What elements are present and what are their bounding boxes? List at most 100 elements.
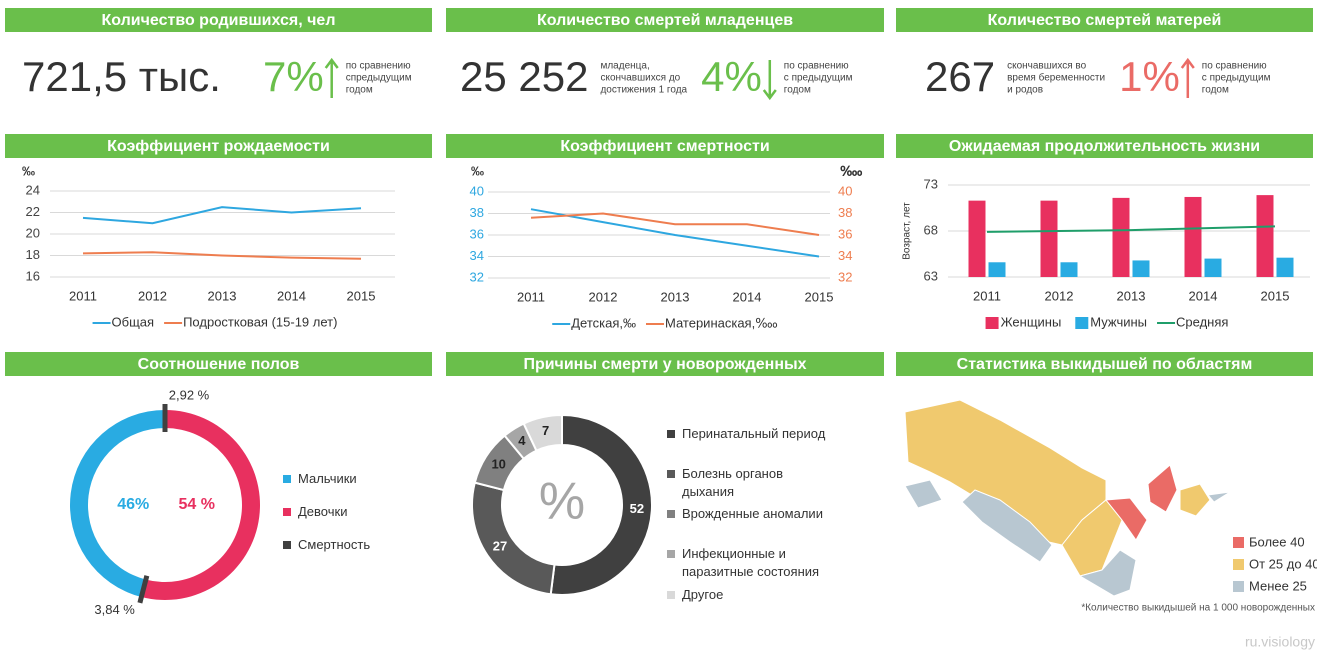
y-tick-label: 73 [924, 176, 938, 191]
kpi-value: 25 252 [460, 53, 588, 100]
kpi-note: спредыдущим [346, 73, 412, 84]
panel-title: Статистика выкидышей по областям [957, 356, 1253, 373]
x-tick-label: 2015 [805, 289, 834, 304]
legend-label: Врожденные аномалии [682, 506, 823, 521]
x-tick-label: 2011 [69, 288, 97, 303]
panel-header [5, 8, 432, 32]
bar [1132, 260, 1150, 277]
panel-title: Коэффициент рождаемости [107, 138, 330, 155]
x-tick-label: 2015 [1261, 288, 1290, 303]
panel-header [446, 8, 884, 32]
panel-header [5, 134, 432, 158]
y2-unit: ‱ [840, 163, 863, 178]
y2-tick-label: 40 [838, 183, 852, 198]
panel-header [896, 8, 1313, 32]
legend-item: Смертность [283, 536, 433, 554]
y-tick-label: 32 [470, 269, 484, 284]
line-series [530, 208, 820, 258]
kpi-description: скончавшихся во [1007, 61, 1087, 72]
y-unit: ‰ [471, 163, 484, 178]
kpi-note: годом [784, 85, 811, 96]
panel-header [5, 352, 432, 376]
bar [1204, 258, 1222, 277]
line-series [530, 212, 820, 236]
legend-swatch [667, 550, 675, 558]
slice-label: 46% [117, 496, 149, 513]
y-tick-label: 40 [470, 183, 484, 198]
bar [968, 200, 986, 277]
slice-label: 54 % [179, 496, 215, 513]
legend-item: Врожденные аномалии [667, 505, 827, 523]
kpi-arrow-head [324, 57, 339, 69]
legend-label: Женщины [1001, 314, 1062, 329]
kpi-note: по сравнению [784, 61, 849, 72]
x-tick-label: 2012 [138, 288, 167, 303]
panel-header [446, 134, 884, 158]
y-axis-label: Возраст, лет [902, 202, 913, 260]
y-tick-label: 68 [924, 222, 938, 237]
panel-title: Количество смертей младенцев [537, 12, 793, 29]
y-tick-label: 24 [26, 182, 40, 197]
center-label: % [539, 473, 585, 531]
panel-title: Коэффициент смертности [560, 138, 769, 155]
kpi-note: годом [346, 85, 373, 96]
kpi-value: 267 [925, 53, 995, 100]
legend-label: Детская,‰ [571, 315, 636, 330]
legend-label: Другое [682, 587, 724, 602]
bar [1060, 262, 1078, 277]
legend-swatch [1233, 559, 1244, 570]
legend-label: Мужчины [1090, 314, 1147, 329]
y-tick-label: 22 [26, 204, 40, 219]
kpi-note: с предыдущим [784, 73, 853, 84]
legend-swatch [1233, 537, 1244, 548]
legend-item: Девочки [283, 503, 433, 521]
kpi-description: скончавшихся до [600, 73, 680, 84]
map-region [1207, 491, 1231, 503]
line-series [82, 251, 362, 260]
legend-swatch [283, 508, 291, 516]
kpi-description: достижения 1 года [600, 85, 687, 96]
bar [1112, 197, 1130, 277]
y-tick-label: 16 [26, 268, 40, 283]
x-tick-label: 2015 [347, 288, 376, 303]
kpi-change: 1% [1119, 53, 1180, 100]
kpi-description: время беременности [1007, 72, 1105, 84]
kpi-change: 7% [263, 53, 324, 100]
legend-label: Перинатальный период [682, 426, 826, 441]
bar [1040, 200, 1058, 277]
legend-label: Болезнь органов дыхания [682, 466, 783, 499]
panel-header [896, 352, 1313, 376]
legend-swatch [1075, 317, 1089, 329]
slice-label: 52 [630, 501, 644, 516]
x-tick-label: 2011 [973, 288, 1001, 303]
panel-title: Ожидаемая продолжительность жизни [949, 138, 1260, 155]
line-series [82, 206, 362, 225]
legend-swatch [667, 470, 675, 478]
y-tick-label: 20 [26, 225, 40, 240]
legend-item: Другое [667, 586, 827, 604]
map-note: *Количество выкидышей на 1 000 новорожде… [1081, 603, 1315, 614]
kpi-note: с предыдущим [1202, 73, 1271, 84]
legend-swatch [667, 510, 675, 518]
map-region [904, 479, 943, 509]
legend-swatch [283, 475, 291, 483]
pie-slice [522, 413, 563, 453]
legend-item: Инфекционные и паразитные состояния [667, 545, 827, 581]
marker-label: 2,92 % [169, 387, 210, 402]
legend-label: Девочки [298, 504, 348, 519]
legend-item: Мальчики [283, 470, 433, 488]
legend-swatch [1233, 581, 1244, 592]
kpi-change: 4% [701, 53, 762, 100]
legend-label: Более 40 [1249, 534, 1305, 549]
legend-label: Мальчики [298, 471, 357, 486]
slice-label: 27 [493, 539, 507, 554]
kpi-description: и родов [1007, 85, 1043, 96]
kpi-note: по сравнению [346, 61, 411, 72]
y2-tick-label: 34 [838, 248, 852, 263]
map-region [1078, 549, 1137, 597]
legend-label: От 25 до 40 [1249, 556, 1317, 571]
y2-tick-label: 32 [838, 269, 852, 284]
bar [1276, 257, 1294, 277]
y-tick-label: 38 [470, 205, 484, 220]
